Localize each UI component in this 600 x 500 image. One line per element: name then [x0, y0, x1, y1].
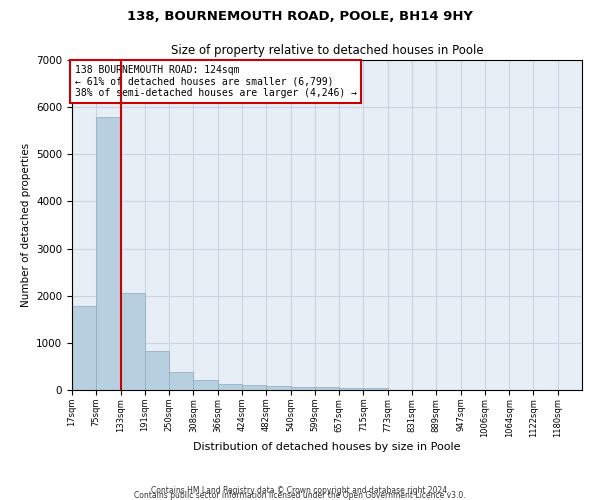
Bar	[72, 306, 96, 390]
Text: Contains HM Land Registry data © Crown copyright and database right 2024.: Contains HM Land Registry data © Crown c…	[151, 486, 449, 495]
Bar	[169, 372, 193, 390]
Bar	[290, 387, 315, 390]
Text: Contains public sector information licensed under the Open Government Licence v3: Contains public sector information licen…	[134, 490, 466, 500]
Text: 138 BOURNEMOUTH ROAD: 124sqm
← 61% of detached houses are smaller (6,799)
38% of: 138 BOURNEMOUTH ROAD: 124sqm ← 61% of de…	[74, 65, 356, 98]
Bar	[218, 384, 242, 390]
Bar	[364, 388, 388, 390]
Bar	[193, 380, 218, 390]
Title: Size of property relative to detached houses in Poole: Size of property relative to detached ho…	[170, 44, 484, 58]
Y-axis label: Number of detached properties: Number of detached properties	[20, 143, 31, 307]
Bar	[145, 351, 169, 390]
X-axis label: Distribution of detached houses by size in Poole: Distribution of detached houses by size …	[193, 442, 461, 452]
Text: 138, BOURNEMOUTH ROAD, POOLE, BH14 9HY: 138, BOURNEMOUTH ROAD, POOLE, BH14 9HY	[127, 10, 473, 23]
Bar	[315, 388, 339, 390]
Bar	[96, 116, 121, 390]
Bar	[266, 386, 290, 390]
Bar	[339, 388, 364, 390]
Bar	[242, 385, 266, 390]
Bar	[121, 293, 145, 390]
